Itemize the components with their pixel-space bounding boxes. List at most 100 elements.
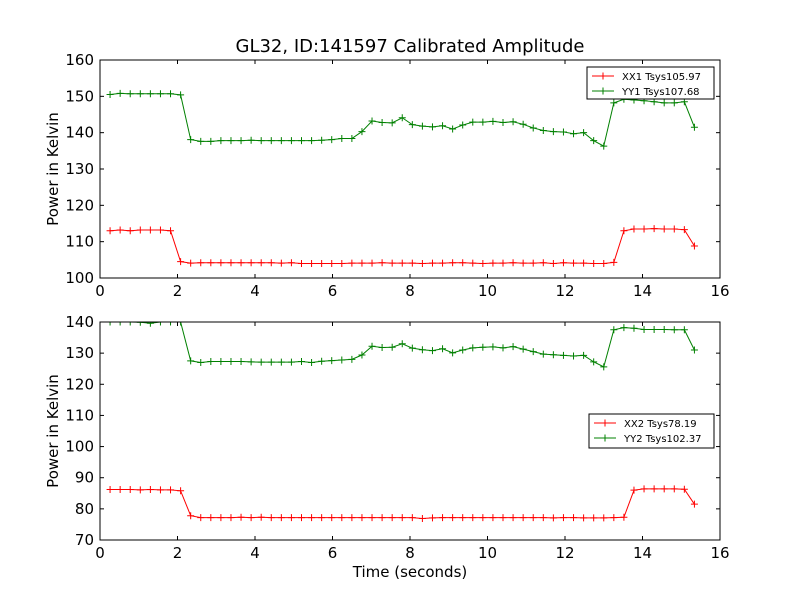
data-point xyxy=(469,259,477,267)
data-point xyxy=(167,227,175,235)
legend-box xyxy=(588,413,715,449)
x-tick-label: 8 xyxy=(405,282,415,300)
data-point xyxy=(539,126,547,134)
data-point xyxy=(388,514,396,522)
legend: XX2 Tsys78.19 YY2 Tsys102.37 xyxy=(588,413,715,449)
data-point xyxy=(328,259,336,267)
data-point xyxy=(348,259,356,267)
legend-marker xyxy=(601,434,609,442)
data-point xyxy=(449,349,457,357)
data-point xyxy=(408,259,416,267)
data-point xyxy=(398,114,406,122)
data-point xyxy=(277,259,285,267)
data-point xyxy=(580,259,588,267)
data-point xyxy=(388,119,396,127)
data-point xyxy=(177,91,185,99)
data-point xyxy=(539,259,547,267)
x-tick-label: 4 xyxy=(250,282,260,300)
series-group xyxy=(106,322,698,523)
data-point xyxy=(499,344,507,352)
data-point xyxy=(318,136,326,144)
data-point xyxy=(257,358,265,366)
data-point xyxy=(298,358,305,366)
x-tick-label: 14 xyxy=(633,544,652,562)
data-point xyxy=(398,514,406,522)
data-point xyxy=(187,357,195,365)
data-point xyxy=(610,99,618,107)
data-point xyxy=(469,344,477,352)
data-point xyxy=(660,225,668,233)
data-point xyxy=(106,91,114,99)
data-point xyxy=(408,514,416,522)
data-point xyxy=(146,322,154,327)
data-point xyxy=(509,118,517,126)
data-point xyxy=(418,259,426,267)
x-tick-label: 16 xyxy=(710,282,729,300)
series-group xyxy=(106,89,698,267)
data-point xyxy=(197,514,205,522)
bottom-chart: 0 2 4 6 8 10 12 14 16 70 80 90 100 110 120 130 140 Time (… xyxy=(44,313,730,581)
x-tick-label: 6 xyxy=(328,282,338,300)
y-tick-label: 160 xyxy=(65,51,94,69)
data-point xyxy=(388,343,396,351)
data-point xyxy=(570,514,578,522)
data-point xyxy=(338,356,346,364)
data-point xyxy=(459,514,467,522)
data-point xyxy=(428,123,436,131)
data-point xyxy=(428,347,436,355)
legend-label: XX1 Tsys105.97 xyxy=(622,72,701,83)
data-point xyxy=(167,90,175,98)
data-point xyxy=(267,358,275,366)
data-point xyxy=(308,137,316,145)
data-point xyxy=(580,514,588,522)
data-point xyxy=(690,242,698,250)
y-tick-label: 150 xyxy=(65,87,94,105)
data-point xyxy=(126,227,134,235)
legend-marker xyxy=(599,87,607,95)
data-point xyxy=(368,259,376,267)
data-point xyxy=(287,259,295,267)
data-point xyxy=(660,485,668,493)
data-point xyxy=(227,259,235,267)
x-tick-label: 12 xyxy=(555,544,574,562)
top-chart: 0 2 4 6 8 10 12 14 16 100 110 120 130 140 150 160 GL32, … xyxy=(44,36,730,300)
data-point xyxy=(690,500,698,508)
data-point xyxy=(670,225,678,233)
data-point xyxy=(156,486,164,494)
data-point xyxy=(418,515,426,523)
y-tick-label: 110 xyxy=(65,406,94,424)
data-point xyxy=(247,358,255,366)
y-tick-label: 80 xyxy=(75,500,94,518)
data-point xyxy=(549,259,557,267)
data-point xyxy=(660,325,668,333)
data-point xyxy=(449,125,457,133)
data-point xyxy=(630,225,638,233)
x-tick-label: 10 xyxy=(478,282,497,300)
data-point xyxy=(670,326,678,334)
x-tick-label: 6 xyxy=(328,544,338,562)
data-point xyxy=(308,514,316,522)
data-point xyxy=(650,225,658,233)
data-point xyxy=(267,137,275,145)
data-point xyxy=(277,137,285,145)
data-point xyxy=(237,358,245,366)
data-point xyxy=(368,342,376,350)
data-point xyxy=(600,259,608,267)
data-point xyxy=(630,324,638,332)
data-point xyxy=(559,514,567,522)
data-point xyxy=(640,485,648,493)
data-point xyxy=(298,514,305,522)
y-tick-label: 130 xyxy=(65,344,94,362)
data-point xyxy=(267,514,275,522)
y-tick-label: 120 xyxy=(65,375,94,393)
data-point xyxy=(630,486,638,494)
data-point xyxy=(338,259,346,267)
data-point xyxy=(529,259,537,267)
data-point xyxy=(348,134,356,142)
x-tick-label: 8 xyxy=(405,544,415,562)
data-point xyxy=(237,513,245,521)
data-point xyxy=(378,344,386,352)
data-point xyxy=(287,358,295,366)
y-tick-label: 100 xyxy=(65,438,94,456)
data-point xyxy=(358,128,366,136)
